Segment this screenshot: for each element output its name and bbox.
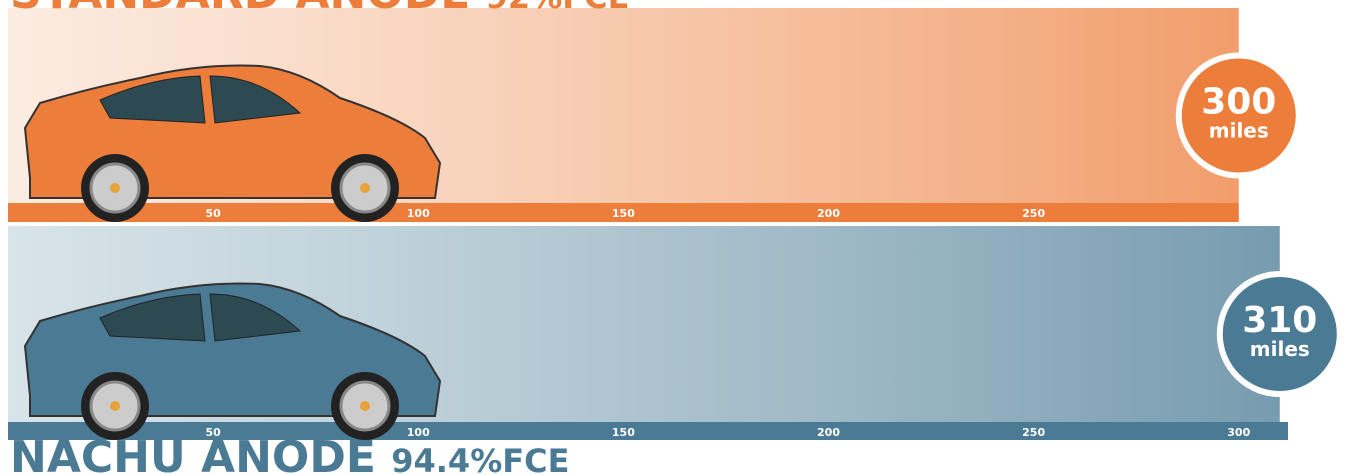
x-tick-label: 200 [817,426,840,439]
x-tick-label: 250 [1022,207,1045,220]
x-tick-label: 50 [205,426,221,439]
x-tick-label: 100 [407,207,430,220]
x-tick-label: 100 [407,426,430,439]
axis-strip [8,203,1239,222]
subtitle: 94.4%FCE [391,442,569,475]
title: NACHU ANODE [10,432,376,475]
x-tick-label: 150 [612,426,635,439]
subtitle: 92%FCE [486,0,630,16]
x-tick-label: 250 [1022,426,1045,439]
value-label: 310 [1242,300,1317,341]
value-badge [1175,52,1302,179]
chart-title: STANDARD ANODE 92%FCE [10,0,629,19]
chart-title: NACHU ANODE 94.4%FCE [10,432,569,475]
value-badge [1216,271,1343,397]
x-tick-label: 200 [817,207,840,220]
value-unit: miles [1250,337,1310,361]
axis-strip [8,422,1288,440]
x-tick-label: 150 [612,207,635,220]
title: STANDARD ANODE [10,0,470,19]
value-label: 300 [1201,82,1276,123]
value-unit: miles [1209,119,1269,143]
x-tick-label: 300 [1227,426,1250,439]
x-tick-label: 50 [205,207,221,220]
